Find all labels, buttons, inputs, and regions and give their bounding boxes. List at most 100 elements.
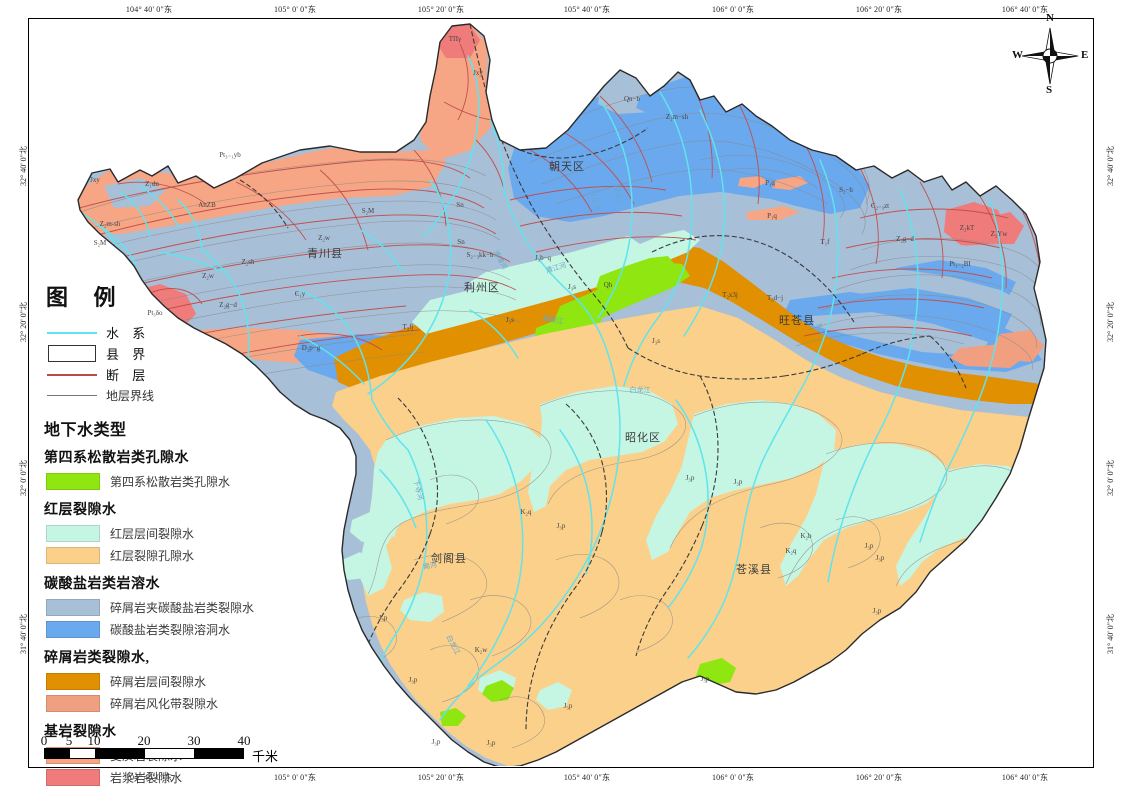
legend-swatch-item: 红层裂隙孔隙水 bbox=[44, 544, 304, 566]
legend-swatch-label: 红层层间裂隙水 bbox=[110, 526, 195, 541]
map-unit-code: J₃p bbox=[872, 607, 882, 615]
map-unit-code: J₃p bbox=[563, 702, 573, 710]
legend-title: 图 例 bbox=[46, 285, 126, 310]
map-unit-code: K₂b bbox=[800, 532, 812, 540]
legend-group-header: 基岩裂隙水 bbox=[44, 725, 117, 740]
map-unit-code: Z₂g−d bbox=[219, 301, 237, 309]
legend-line-item: 地层界线 bbox=[44, 385, 304, 406]
longitude-label: 106° 20' 0"东 bbox=[855, 773, 903, 782]
map-unit-code: K₂q bbox=[785, 547, 797, 555]
map-unit-code: K₂w bbox=[474, 646, 488, 654]
map-unit-code: Z₂m-sh bbox=[99, 220, 121, 228]
map-unit-code: Jxy bbox=[473, 69, 483, 77]
legend-swatch-item: 红层层间裂隙水 bbox=[44, 522, 304, 544]
longitude-label: 105° 0' 0"东 bbox=[273, 773, 317, 782]
legend-line-items: 水 系县 界断 层地层界线 bbox=[44, 322, 304, 406]
longitude-label: 104° 40' 0"东 bbox=[125, 773, 173, 782]
map-unit-code: Z₂kT bbox=[959, 224, 975, 232]
map-unit-code: J₃s bbox=[652, 337, 660, 345]
legend-color-swatch bbox=[46, 768, 100, 786]
legend-line-item-label: 县 界 bbox=[106, 347, 151, 362]
scale-bar-tick-label: 20 bbox=[137, 733, 151, 748]
map-unit-code: S₂₋₃kk−h bbox=[466, 251, 494, 259]
legend-swatch-label: 红层裂隙孔隙水 bbox=[110, 548, 195, 563]
legend-swatch-item: 碳酸盐岩类裂隙溶洞水 bbox=[44, 618, 304, 640]
legend-line-item-label: 断 层 bbox=[106, 368, 151, 383]
map-place-label: 旺苍县 bbox=[779, 315, 815, 327]
longitude-label: 106° 0' 0"东 bbox=[711, 5, 755, 14]
map-river-label: 白龙江 bbox=[629, 386, 651, 394]
scale-bar-segment bbox=[193, 749, 243, 758]
map-unit-code: Qh bbox=[603, 281, 613, 289]
map-unit-code: Z₁dn bbox=[145, 180, 159, 188]
longitude-label: 105° 20' 0"东 bbox=[417, 773, 465, 782]
legend-swatch-label: 碳酸盐岩类裂隙溶洞水 bbox=[110, 622, 231, 637]
scale-bar-unit: 千米 bbox=[252, 749, 279, 764]
map-unit-code: Z₂w bbox=[202, 272, 214, 280]
scale-bar-segment bbox=[144, 749, 194, 758]
county-boundary-box-icon bbox=[44, 345, 100, 362]
map-unit-code: J₃b−q bbox=[534, 254, 552, 262]
map-unit-code: Sn bbox=[457, 238, 465, 246]
legend-swatch-label: 第四系松散岩类孔隙水 bbox=[110, 474, 231, 489]
map-unit-code: J₃p bbox=[378, 614, 388, 622]
map-unit-code: Z₂sh bbox=[241, 258, 255, 266]
legend-color-swatch bbox=[46, 598, 100, 616]
legend-panel: 图 例 水 系县 界断 层地层界线 地下水类型 第四系松散岩类孔隙水 第四系松散岩… bbox=[44, 280, 304, 788]
legend-color-swatch bbox=[46, 694, 100, 712]
legend-swatch-item: 第四系松散岩类孔隙水 bbox=[44, 470, 304, 492]
map-unit-code: J₃p bbox=[733, 478, 743, 486]
map-unit-code: Є₂₋₃zt bbox=[870, 202, 890, 210]
map-unit-code: Qn−b bbox=[623, 95, 641, 103]
longitude-label: 106° 40' 0"东 bbox=[1001, 5, 1049, 14]
scale-bar-tick-label: 10 bbox=[87, 733, 101, 748]
map-unit-code: Sn bbox=[456, 201, 464, 209]
longitude-label: 105° 40' 0"东 bbox=[563, 773, 611, 782]
scale-bar: 0 5 10 20 30 40 千米 bbox=[40, 733, 304, 764]
longitude-label: 105° 0' 0"东 bbox=[273, 5, 317, 14]
legend-swatch-item: 碎屑岩层间裂隙水 bbox=[44, 670, 304, 692]
legend-swatch-label: 岩浆岩裂隙水 bbox=[110, 770, 183, 785]
map-place-label: 朝天区 bbox=[549, 161, 585, 173]
map-unit-code: Z₂Yw bbox=[990, 230, 1008, 238]
map-unit-code: S₂M bbox=[361, 207, 375, 215]
legend-line-item-label: 水 系 bbox=[106, 326, 151, 341]
map-unit-code: T₁f bbox=[820, 238, 830, 246]
map-unit-code: S₂−h bbox=[839, 186, 853, 194]
scale-bar-numbers: 0 5 10 20 30 40 bbox=[40, 733, 304, 748]
map-unit-code: J₃p bbox=[431, 738, 441, 746]
legend-swatch-label: 碎屑岩层间裂隙水 bbox=[110, 674, 207, 689]
legend-group-header: 碳酸盐岩类岩溶水 bbox=[44, 577, 160, 592]
map-unit-code: S₂M bbox=[93, 239, 107, 247]
map-unit-code: Z₂g−d bbox=[896, 235, 914, 243]
legend-color-swatch bbox=[46, 524, 100, 542]
map-unit-code: P₁q bbox=[765, 179, 775, 187]
map-unit-code: Z₂w bbox=[318, 234, 330, 242]
longitude-label: 105° 40' 0"东 bbox=[563, 5, 611, 14]
map-place-label: 利州区 bbox=[464, 282, 500, 294]
compass-label-north: N bbox=[1046, 12, 1054, 24]
stratum-line-icon bbox=[44, 395, 100, 396]
legend-color-swatch bbox=[46, 620, 100, 638]
legend-swatch-item: 碎屑岩风化带裂隙水 bbox=[44, 692, 304, 714]
map-unit-code: D₂p−g bbox=[301, 344, 321, 352]
compass-rose: N E S W bbox=[1012, 12, 1088, 96]
legend-color-swatch bbox=[46, 472, 100, 490]
scale-bar-tick-label: 0 bbox=[40, 733, 48, 748]
legend-color-swatch bbox=[46, 672, 100, 690]
scale-bar-blocks bbox=[44, 748, 244, 759]
legend-line-item: 县 界 bbox=[44, 343, 304, 364]
compass-label-west: W bbox=[1012, 49, 1023, 61]
legend-line-item: 断 层 bbox=[44, 364, 304, 385]
map-unit-code: Pt₃δο bbox=[147, 309, 163, 317]
map-unit-code: J₃p bbox=[875, 554, 885, 562]
scale-bar-segment bbox=[94, 749, 144, 758]
legend-swatch-label: 碎屑岩夹碳酸盐岩类裂隙水 bbox=[110, 600, 255, 615]
legend-groundwater-title: 地下水类型 bbox=[44, 422, 127, 439]
map-unit-code: J₃p bbox=[700, 675, 710, 683]
scale-bar-tick-label: 40 bbox=[237, 733, 251, 748]
scale-bar-tick-label: 30 bbox=[187, 733, 201, 748]
scale-bar-tick-label: 5 bbox=[65, 733, 73, 748]
